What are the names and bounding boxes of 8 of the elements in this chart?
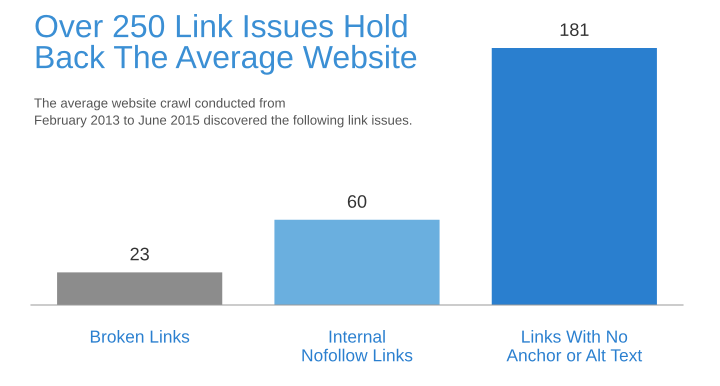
- data-label: 181: [560, 23, 589, 36]
- text: The average website crawl conducted from February 2013 to June 2015 discovered the following link issues.: [34, 98, 412, 128]
- x-tick-label: Links With No Anchor or Alt Text: [506, 330, 642, 362]
- x-tick-label: Broken Links: [90, 330, 190, 343]
- chart-title: Over 250 Link Issues Hold Back The Average Website: [36, 14, 416, 75]
- data-label: 60: [348, 195, 366, 208]
- data-label: 23: [130, 248, 149, 260]
- x-tick-label: Internal Nofollow Links: [302, 330, 412, 362]
